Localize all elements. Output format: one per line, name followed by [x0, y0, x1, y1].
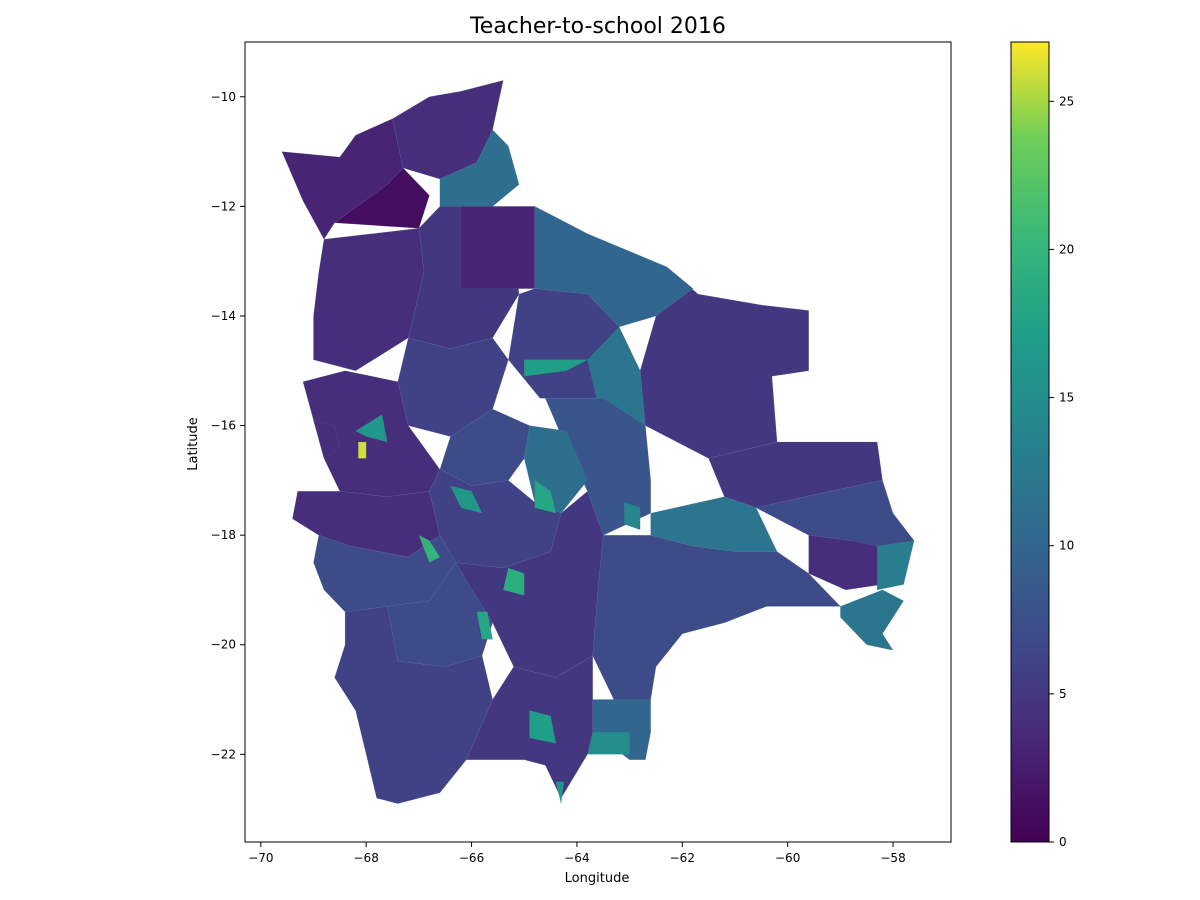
colorbar-tick-label: 10: [1059, 539, 1074, 553]
region-polygon: [555, 781, 564, 804]
colorbar-tick-label: 0: [1059, 835, 1067, 849]
region-polygon: [355, 414, 388, 443]
region-polygon: [529, 710, 557, 744]
region-polygon: [418, 534, 441, 563]
region-polygon: [460, 206, 535, 289]
region-polygon: [534, 480, 557, 514]
chart-title: Teacher-to-school 2016: [469, 14, 726, 39]
x-tick-label: −60: [775, 851, 800, 865]
y-tick-label: −20: [211, 638, 236, 652]
region-polygon: [450, 485, 483, 514]
region-polygon: [313, 419, 340, 459]
colorbar-tick-label: 15: [1059, 391, 1074, 405]
region-polygon: [503, 567, 525, 596]
region-polygon: [624, 502, 641, 530]
region-polygon: [334, 167, 430, 229]
y-tick-label: −16: [211, 419, 236, 433]
map-regions: [281, 80, 915, 804]
y-tick-label: −14: [211, 309, 236, 323]
region-polygon: [334, 606, 493, 804]
colorbar-axis: 0 5 10 15 20 25: [1049, 94, 1074, 849]
x-tick-label: −70: [248, 851, 273, 865]
y-axis: −10 −12 −14 −16 −18 −20 −22: [211, 90, 245, 761]
x-axis-label: Longitude: [565, 871, 630, 886]
x-tick-label: −62: [670, 851, 695, 865]
region-polygon: [476, 611, 493, 640]
colorbar-tick-label: 25: [1059, 94, 1074, 108]
y-tick-label: −18: [211, 528, 236, 542]
colorbar-tick-label: 20: [1059, 242, 1074, 256]
region-polygon: [524, 359, 588, 377]
colorbar-tick-label: 5: [1059, 687, 1067, 701]
y-tick-label: −12: [211, 199, 236, 213]
x-tick-label: −64: [564, 851, 589, 865]
y-tick-label: −22: [211, 747, 236, 761]
region-polygon: [592, 535, 841, 700]
y-tick-label: −10: [211, 90, 236, 104]
region-polygon: [292, 491, 441, 558]
region-polygon: [840, 589, 904, 651]
y-axis-label: Latitude: [186, 417, 201, 471]
plot-frame: [244, 41, 952, 843]
x-axis: −70 −68 −66 −64 −62 −60 −58: [248, 842, 906, 865]
colorbar: [1010, 41, 1050, 843]
region-polygon: [358, 441, 367, 459]
x-tick-label: −68: [354, 851, 379, 865]
x-tick-label: −66: [459, 851, 484, 865]
region-polygon: [877, 540, 915, 591]
x-tick-label: −58: [880, 851, 905, 865]
